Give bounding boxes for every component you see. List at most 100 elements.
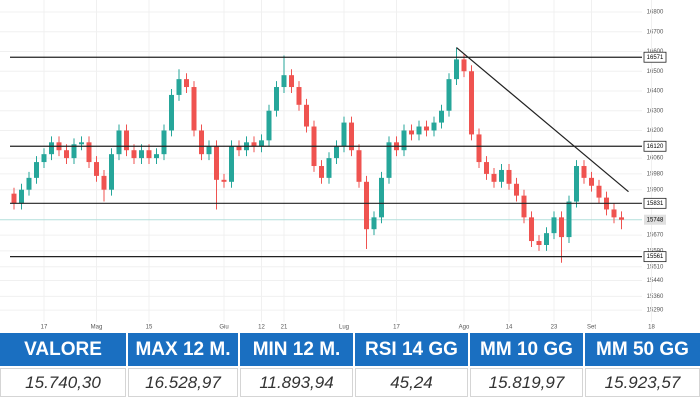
candle-body bbox=[379, 177, 384, 218]
candle-body bbox=[176, 79, 182, 95]
level-label: 15831 bbox=[647, 201, 664, 207]
candle-body bbox=[296, 87, 302, 105]
candle-body bbox=[146, 150, 152, 159]
candle-body bbox=[281, 75, 287, 88]
candle-body bbox=[491, 173, 497, 182]
candle-body bbox=[469, 71, 474, 135]
candle-body bbox=[319, 166, 324, 178]
candle-body bbox=[506, 169, 512, 184]
y-tick-label: 15670 bbox=[647, 233, 664, 239]
value-cell: 15.740,30 bbox=[0, 368, 126, 397]
candle-body bbox=[49, 142, 54, 155]
candle-body bbox=[259, 140, 264, 147]
y-tick-label: 15290 bbox=[647, 308, 664, 314]
candle-body bbox=[514, 183, 519, 196]
candle-body bbox=[236, 146, 242, 151]
y-tick-label: 16400 bbox=[647, 89, 664, 95]
x-tick-label: 23 bbox=[551, 325, 558, 331]
candle-body bbox=[26, 177, 32, 190]
header-cell: MM 50 GG bbox=[585, 333, 700, 366]
x-tick-label: 21 bbox=[281, 325, 288, 331]
candle-body bbox=[596, 185, 602, 198]
value-cell: 15.819,97 bbox=[470, 368, 583, 397]
y-tick-label: 15900 bbox=[647, 187, 664, 193]
candle-body bbox=[431, 122, 437, 131]
candle-body bbox=[341, 122, 347, 147]
candle-body bbox=[581, 166, 587, 178]
candle-body bbox=[461, 59, 467, 72]
x-tick-label: 12 bbox=[258, 325, 265, 331]
candle-body bbox=[199, 130, 204, 155]
candle-body bbox=[356, 150, 362, 182]
candle-body bbox=[559, 217, 564, 238]
candle-body bbox=[529, 217, 534, 242]
candle-body bbox=[551, 217, 557, 234]
candle-body bbox=[79, 142, 84, 145]
candle-body bbox=[349, 122, 354, 151]
level-label-box bbox=[643, 197, 667, 209]
x-tick-label: 17 bbox=[41, 325, 48, 331]
candle-body bbox=[229, 146, 234, 182]
candle-body bbox=[364, 181, 369, 230]
candle-body bbox=[589, 177, 594, 186]
candle-body bbox=[161, 130, 167, 155]
candle-body bbox=[386, 142, 392, 178]
y-tick-label: 16700 bbox=[647, 29, 664, 35]
value-cell: 16.528,97 bbox=[128, 368, 238, 397]
candle-body bbox=[116, 130, 122, 155]
x-tick-label: 18 bbox=[648, 325, 655, 331]
y-tick-label: 16500 bbox=[647, 69, 664, 75]
candle-body bbox=[34, 162, 39, 178]
value-row: 15.740,30 16.528,97 11.893,94 45,24 15.819,9… bbox=[0, 366, 700, 397]
x-tick-label: Set bbox=[587, 325, 596, 331]
candle-body bbox=[499, 169, 504, 182]
candle-body bbox=[86, 142, 92, 163]
x-tick-label: 15 bbox=[146, 325, 153, 331]
stats-table: VALORE MAX 12 M. MIN 12 M. RSI 14 GG MM 10 G… bbox=[0, 333, 700, 399]
candle-body bbox=[206, 146, 212, 155]
candle-body bbox=[11, 193, 17, 204]
level-label: 16571 bbox=[647, 55, 664, 61]
y-tick-label: 16300 bbox=[647, 108, 664, 114]
x-tick-label: Giu bbox=[219, 325, 228, 331]
level-label-box bbox=[643, 140, 667, 152]
y-tick-label: 16060 bbox=[647, 156, 664, 162]
candle-body bbox=[371, 217, 377, 230]
candle-body bbox=[191, 87, 197, 131]
value-cell: 15.923,57 bbox=[585, 368, 700, 397]
candle-body bbox=[19, 189, 24, 204]
x-tick-label: Mag bbox=[91, 325, 103, 331]
trend-line bbox=[456, 47, 629, 193]
y-tick-label: 16800 bbox=[647, 10, 664, 16]
candle-body bbox=[274, 87, 279, 111]
chart: 1680016700166001650016400163001620016060… bbox=[0, 0, 667, 331]
level-label: 15561 bbox=[647, 254, 664, 260]
candle-body bbox=[409, 130, 414, 135]
header-cell: RSI 14 GG bbox=[355, 333, 468, 366]
y-tick-label: 15440 bbox=[647, 278, 664, 284]
last-price-label: 15748 bbox=[647, 217, 664, 223]
candle-body bbox=[289, 75, 294, 88]
candle-body bbox=[41, 154, 47, 163]
candle-body bbox=[454, 59, 459, 80]
candle-body bbox=[131, 150, 137, 159]
candle-body bbox=[139, 150, 144, 159]
header-cell: MM 10 GG bbox=[470, 333, 583, 366]
header-cell: MAX 12 M. bbox=[128, 333, 238, 366]
candle-body bbox=[326, 158, 332, 178]
candle-body bbox=[214, 146, 219, 180]
candle-body bbox=[574, 166, 579, 202]
header-row: VALORE MAX 12 M. MIN 12 M. RSI 14 GG MM 10 G… bbox=[0, 333, 700, 366]
x-tick-label: Ago bbox=[459, 325, 470, 331]
candle-body bbox=[446, 79, 452, 111]
candle-body bbox=[334, 146, 339, 159]
candle-body bbox=[221, 179, 227, 182]
candle-body bbox=[94, 162, 99, 176]
candle-body bbox=[109, 154, 114, 190]
y-tick-label: 15510 bbox=[647, 264, 664, 270]
y-tick-label: 15980 bbox=[647, 171, 664, 177]
candle-body bbox=[304, 104, 309, 127]
x-tick-label: 14 bbox=[506, 325, 513, 331]
candle-body bbox=[476, 134, 482, 163]
candle-body bbox=[154, 154, 159, 159]
